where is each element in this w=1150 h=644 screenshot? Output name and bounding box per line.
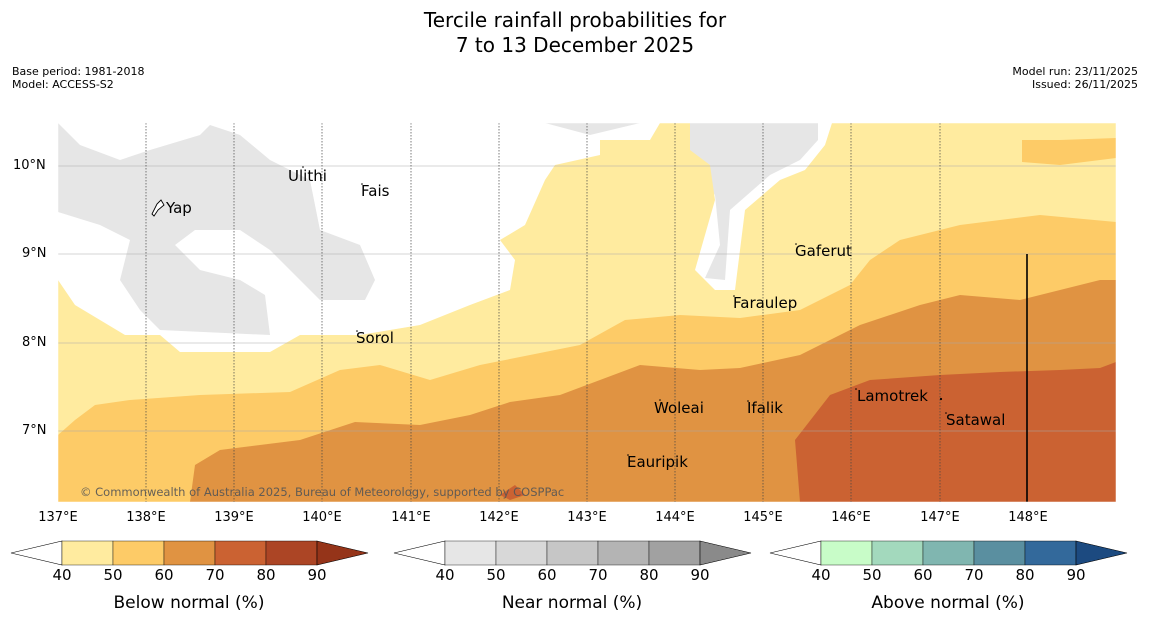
lat-label-9n: 9°N (22, 246, 47, 261)
legend-near-arrow-right (699, 540, 752, 566)
place-yap: Yap (166, 199, 192, 217)
issued-date: Issued: 26/11/2025 (1031, 78, 1138, 91)
meta-right: Model run: 23/11/2025 Issued: 26/11/2025 (1012, 65, 1138, 91)
meta-left: Base period: 1981-2018 Model: ACCESS-S2 (12, 65, 144, 91)
near-normal-region-west (58, 123, 375, 335)
legend-near-tick: 60 (537, 566, 557, 584)
legend-above-tick: 60 (913, 566, 933, 584)
legend-below-normal (10, 540, 369, 566)
title-line-2: 7 to 13 December 2025 (455, 33, 695, 57)
legend-below-title: Below normal (%) (113, 593, 265, 613)
legend-near-swatch-3 (546, 540, 599, 566)
lon-label-139e: 139°E (214, 510, 254, 525)
legend-above-tick: 90 (1066, 566, 1086, 584)
base-period: Base period: 1981-2018 (12, 65, 145, 78)
lon-label-148e: 148°E (1008, 510, 1048, 525)
legend-near-normal (393, 540, 752, 566)
legend-near-title: Near normal (%) (501, 593, 643, 613)
legend-below-tick: 50 (103, 566, 123, 584)
legend-below-arrow-left (10, 540, 63, 566)
lat-label-7n: 7°N (22, 423, 47, 438)
legend-above-swatch-4 (973, 540, 1026, 566)
below-normal-70-small (500, 485, 525, 500)
model-run: Model run: 23/11/2025 (1012, 65, 1138, 78)
model-name: Model: ACCESS-S2 (12, 78, 114, 91)
place-gaferut: Gaferut (795, 242, 852, 260)
place-satawal: Satawal (946, 411, 1006, 429)
legend-above-swatch-5 (1024, 540, 1077, 566)
legend-below-tick: 90 (307, 566, 327, 584)
place-eauripik: Eauripik (627, 453, 688, 471)
legend-above-tick: 70 (964, 566, 984, 584)
legend-near-swatch-1 (444, 540, 497, 566)
yap-island (151, 199, 165, 217)
map-title: Tercile rainfall probabilities for 7 to … (0, 8, 1150, 58)
legend-near-swatch-5 (648, 540, 701, 566)
legend-below-swatch-5 (265, 540, 318, 566)
lat-label-10n: 10°N (13, 158, 46, 173)
place-lamotrek: Lamotrek (857, 387, 928, 405)
near-normal-region-northeast (690, 123, 818, 280)
map-canvas (58, 123, 1116, 502)
lon-label-147e: 147°E (920, 510, 960, 525)
legend-above-normal (769, 540, 1128, 566)
legend-above-title: Above normal (%) (871, 593, 1025, 613)
place-ifalik: Ifalik (747, 399, 783, 417)
legend-below-tick: 80 (256, 566, 276, 584)
lon-label-140e: 140°E (302, 510, 342, 525)
title-line-1: Tercile rainfall probabilities for (423, 8, 727, 32)
legend-below-tick: 70 (205, 566, 225, 584)
lon-label-145e: 145°E (743, 510, 783, 525)
legend-below-swatch-3 (163, 540, 216, 566)
lon-label-142e: 142°E (479, 510, 519, 525)
lon-label-144e: 144°E (655, 510, 695, 525)
lon-label-143e: 143°E (567, 510, 607, 525)
legend-above-tick: 50 (862, 566, 882, 584)
legend-above-arrow-left (769, 540, 822, 566)
copyright-notice: © Commonwealth of Australia 2025, Bureau… (80, 485, 565, 499)
legend-near-tick: 50 (486, 566, 506, 584)
legend-near-arrow-left (393, 540, 446, 566)
lon-label-137e: 137°E (38, 510, 78, 525)
lon-label-141e: 141°E (391, 510, 431, 525)
lat-label-8n: 8°N (22, 335, 47, 350)
legend-below-swatch-4 (214, 540, 267, 566)
legend-above-swatch-3 (922, 540, 975, 566)
island-markers (302, 166, 947, 456)
legend-near-tick: 90 (690, 566, 710, 584)
legend-below-swatch-2 (112, 540, 165, 566)
legend-near-tick: 70 (588, 566, 608, 584)
legend-near-tick: 40 (435, 566, 455, 584)
lon-label-138e: 138°E (126, 510, 166, 525)
lon-gridlines (145, 123, 941, 502)
place-woleai: Woleai (654, 399, 704, 417)
legend-below-tick: 60 (154, 566, 174, 584)
below-normal-70-region (795, 362, 1116, 502)
place-ulithi: Ulithi (288, 167, 327, 185)
legend-near-tick: 80 (639, 566, 659, 584)
legend-below-swatch-1 (61, 540, 114, 566)
below-normal-50-patch (1022, 138, 1116, 165)
legend-below-tick: 40 (52, 566, 72, 584)
legend-above-tick: 80 (1015, 566, 1035, 584)
legend-above-arrow-right (1075, 540, 1128, 566)
place-fais: Fais (361, 182, 390, 200)
legend-above-tick: 40 (811, 566, 831, 584)
legend-near-swatch-4 (597, 540, 650, 566)
lon-label-146e: 146°E (831, 510, 871, 525)
place-faraulep: Faraulep (733, 294, 798, 312)
place-sorol: Sorol (356, 329, 394, 347)
legend-above-swatch-1 (820, 540, 873, 566)
near-normal-region-north (545, 123, 640, 135)
legend-near-swatch-2 (495, 540, 548, 566)
legend-below-arrow-right (316, 540, 369, 566)
legend-above-swatch-2 (871, 540, 924, 566)
